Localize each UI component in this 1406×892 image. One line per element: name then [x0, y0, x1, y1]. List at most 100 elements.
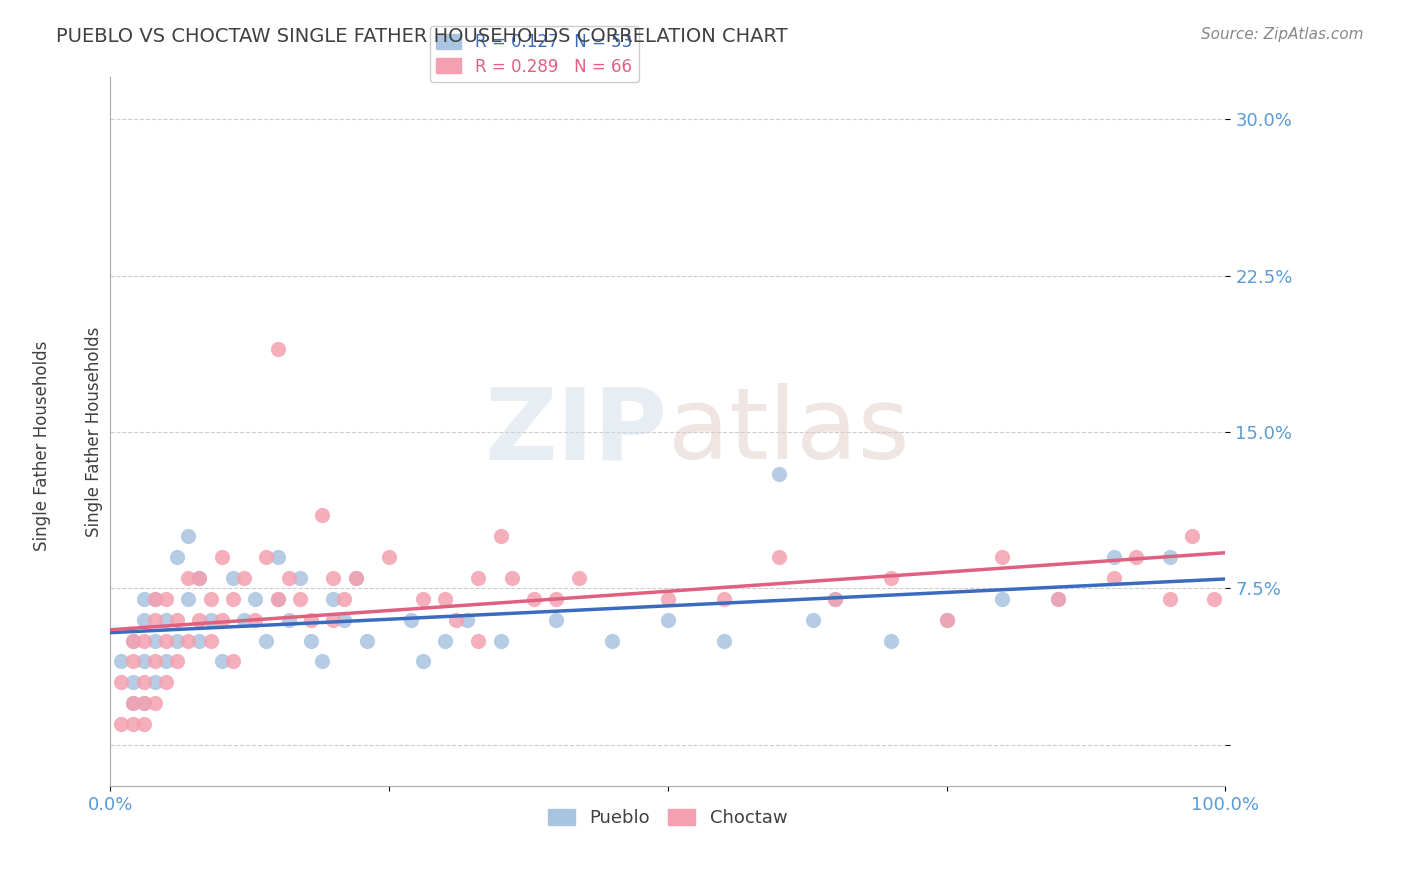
Point [132, 696, 155, 710]
Point [177, 571, 200, 585]
Point [177, 591, 200, 606]
Point [489, 529, 512, 543]
Point [991, 550, 1014, 565]
Point [143, 591, 166, 606]
Point [155, 591, 177, 606]
Point [121, 633, 143, 648]
Point [456, 613, 478, 627]
Point [1204, 591, 1226, 606]
Point [143, 654, 166, 668]
Point [467, 633, 489, 648]
Point [322, 571, 344, 585]
Point [143, 633, 166, 648]
Point [233, 613, 256, 627]
Point [935, 613, 957, 627]
Point [311, 654, 333, 668]
Point [188, 571, 211, 585]
Point [266, 342, 288, 356]
Point [333, 591, 356, 606]
Point [222, 654, 245, 668]
Point [322, 613, 344, 627]
Point [233, 571, 256, 585]
Point [155, 613, 177, 627]
Point [412, 654, 434, 668]
Point [1181, 529, 1204, 543]
Point [132, 654, 155, 668]
Point [211, 613, 233, 627]
Point [143, 696, 166, 710]
Point [166, 654, 188, 668]
Point [768, 550, 790, 565]
Point [143, 675, 166, 690]
Point [1125, 550, 1147, 565]
Point [121, 696, 143, 710]
Point [713, 633, 735, 648]
Point [288, 571, 311, 585]
Point [322, 591, 344, 606]
Point [412, 591, 434, 606]
Point [166, 613, 188, 627]
Point [200, 613, 222, 627]
Point [801, 613, 824, 627]
Point [1159, 550, 1181, 565]
Point [299, 613, 322, 627]
Point [222, 571, 245, 585]
Point [546, 613, 568, 627]
Point [121, 696, 143, 710]
Point [245, 613, 267, 627]
Point [211, 654, 233, 668]
Point [523, 591, 546, 606]
Point [657, 591, 679, 606]
Point [568, 571, 591, 585]
Point [433, 591, 456, 606]
Point [489, 633, 512, 648]
Point [254, 550, 277, 565]
Point [177, 633, 200, 648]
Y-axis label: Single Father Households: Single Father Households [86, 326, 103, 537]
Point [600, 633, 623, 648]
Point [200, 591, 222, 606]
Point [311, 508, 333, 523]
Point [143, 591, 166, 606]
Text: Source: ZipAtlas.com: Source: ZipAtlas.com [1201, 27, 1364, 42]
Point [166, 550, 188, 565]
Point [188, 633, 211, 648]
Point [222, 591, 245, 606]
Point [132, 613, 155, 627]
Point [132, 633, 155, 648]
Text: atlas: atlas [668, 384, 910, 481]
Point [1047, 591, 1070, 606]
Point [188, 571, 211, 585]
Point [1159, 591, 1181, 606]
Point [768, 467, 790, 481]
Point [344, 571, 367, 585]
Point [188, 613, 211, 627]
Point [277, 613, 299, 627]
Point [254, 633, 277, 648]
Point [501, 571, 523, 585]
Point [880, 633, 903, 648]
Text: PUEBLO VS CHOCTAW SINGLE FATHER HOUSEHOLDS CORRELATION CHART: PUEBLO VS CHOCTAW SINGLE FATHER HOUSEHOL… [56, 27, 787, 45]
Point [288, 591, 311, 606]
Point [245, 591, 267, 606]
Point [121, 654, 143, 668]
Point [378, 550, 401, 565]
Point [880, 571, 903, 585]
Point [121, 633, 143, 648]
Point [824, 591, 846, 606]
Legend: Pueblo, Choctaw: Pueblo, Choctaw [541, 802, 794, 834]
Point [657, 613, 679, 627]
Point [155, 654, 177, 668]
Point [991, 591, 1014, 606]
Point [824, 591, 846, 606]
Point [433, 633, 456, 648]
Point [266, 550, 288, 565]
Point [211, 550, 233, 565]
Point [166, 633, 188, 648]
Point [155, 675, 177, 690]
Point [266, 591, 288, 606]
Point [200, 633, 222, 648]
Text: ZIP: ZIP [485, 384, 668, 481]
Point [132, 591, 155, 606]
Point [177, 529, 200, 543]
